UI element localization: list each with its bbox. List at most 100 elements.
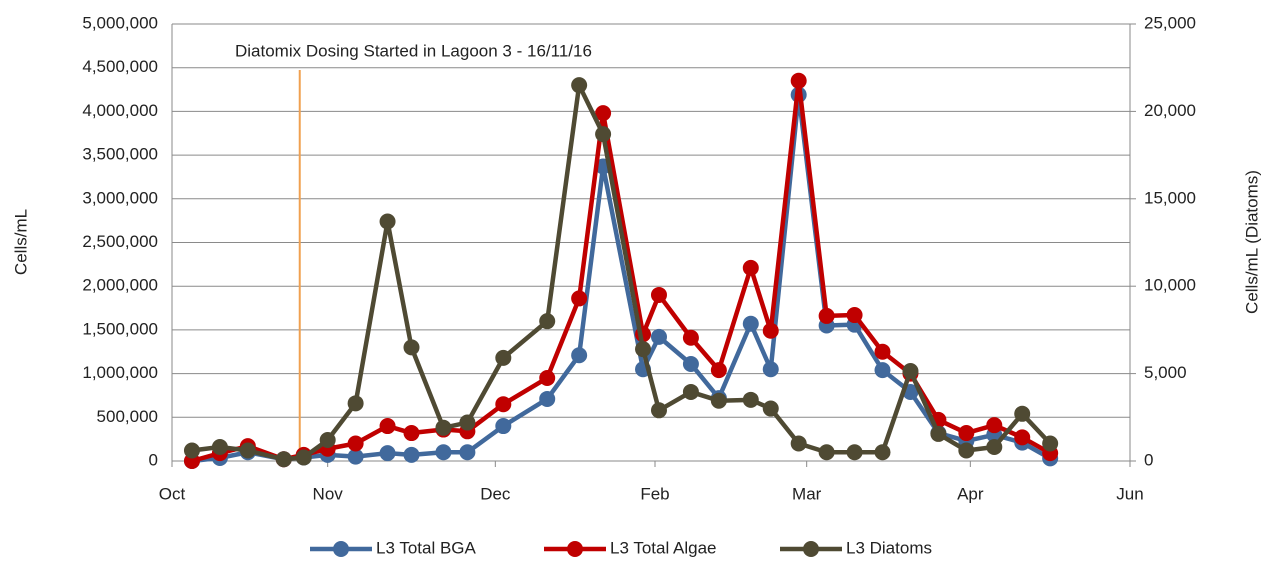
- point: [239, 442, 256, 459]
- point: [635, 341, 652, 358]
- point: [539, 313, 556, 330]
- point: [571, 290, 588, 307]
- y-tick-label: 3,500,000: [82, 145, 158, 164]
- point: [211, 439, 228, 456]
- x-tick-label: Jun: [1116, 484, 1143, 503]
- point: [958, 442, 975, 459]
- point: [742, 259, 759, 276]
- legend-marker: [803, 541, 819, 557]
- point: [571, 347, 588, 364]
- point: [379, 418, 396, 435]
- y2-tick-label: 25,000: [1144, 13, 1196, 32]
- y-axis-title: Cells/mL: [11, 209, 30, 275]
- point: [846, 307, 863, 324]
- point: [571, 77, 588, 94]
- y2-tick-label: 15,000: [1144, 188, 1196, 207]
- point: [986, 439, 1003, 456]
- y-tick-label: 2,500,000: [82, 232, 158, 251]
- point: [347, 435, 364, 452]
- y-tick-label: 3,000,000: [82, 188, 158, 207]
- legend-label: L3 Total Algae: [610, 538, 717, 557]
- y-tick-label: 1,000,000: [82, 363, 158, 382]
- point: [762, 361, 779, 378]
- point: [379, 445, 396, 462]
- point: [1014, 429, 1031, 446]
- x-tick-label: Dec: [480, 484, 511, 503]
- point: [682, 355, 699, 372]
- point: [650, 286, 667, 303]
- annotation-text: Diatomix Dosing Started in Lagoon 3 - 16…: [235, 41, 592, 60]
- x-tick-label: Mar: [792, 484, 822, 503]
- point: [874, 444, 891, 461]
- point: [495, 396, 512, 413]
- x-tick-label: Feb: [640, 484, 669, 503]
- point: [650, 328, 667, 345]
- y2-tick-label: 10,000: [1144, 276, 1196, 295]
- point: [275, 451, 292, 468]
- x-tick-label: Apr: [957, 484, 984, 503]
- point: [874, 343, 891, 360]
- point: [595, 126, 612, 143]
- y-tick-label: 5,000,000: [82, 13, 158, 32]
- point: [435, 419, 452, 436]
- series-line: [191, 92, 1052, 464]
- point: [682, 383, 699, 400]
- y2-tick-label: 5,000: [1144, 363, 1187, 382]
- legend-marker: [333, 541, 349, 557]
- point: [762, 400, 779, 417]
- y-tick-label: 0: [149, 450, 158, 469]
- y2-tick-label: 20,000: [1144, 101, 1196, 120]
- point: [682, 329, 699, 346]
- point: [347, 448, 364, 465]
- legend-label: L3 Diatoms: [846, 538, 932, 557]
- series-line: [191, 82, 1052, 462]
- y-tick-label: 500,000: [97, 407, 158, 426]
- point: [710, 392, 727, 409]
- point: [403, 425, 420, 442]
- point: [459, 444, 476, 461]
- point: [986, 417, 1003, 434]
- point: [379, 213, 396, 230]
- legend-marker: [567, 541, 583, 557]
- point: [846, 444, 863, 461]
- y-tick-label: 2,000,000: [82, 276, 158, 295]
- point: [818, 307, 835, 324]
- point: [183, 442, 200, 459]
- point: [930, 425, 947, 442]
- point: [902, 362, 919, 379]
- point: [742, 315, 759, 332]
- y2-tick-label: 0: [1144, 450, 1153, 469]
- y-tick-label: 4,500,000: [82, 57, 158, 76]
- point: [595, 105, 612, 122]
- point: [495, 349, 512, 366]
- point: [1042, 435, 1059, 452]
- point: [958, 425, 975, 442]
- x-tick-label: Oct: [159, 484, 186, 503]
- point: [790, 435, 807, 452]
- point: [403, 446, 420, 463]
- point: [818, 444, 835, 461]
- point: [539, 390, 556, 407]
- y2-axis-title: Cells/mL (Diatoms): [1242, 170, 1261, 314]
- point: [790, 72, 807, 89]
- point: [459, 414, 476, 431]
- point: [1014, 405, 1031, 422]
- legend-label: L3 Total BGA: [376, 538, 477, 557]
- point: [495, 418, 512, 435]
- series-line: [191, 78, 1052, 464]
- y-tick-label: 4,000,000: [82, 101, 158, 120]
- x-tick-label: Nov: [313, 484, 344, 503]
- point: [874, 362, 891, 379]
- point: [539, 369, 556, 386]
- point: [403, 339, 420, 356]
- point: [347, 395, 364, 412]
- point: [762, 322, 779, 339]
- point: [650, 402, 667, 419]
- y-tick-label: 1,500,000: [82, 319, 158, 338]
- point: [295, 449, 312, 466]
- point: [435, 444, 452, 461]
- point: [742, 391, 759, 408]
- point: [710, 362, 727, 379]
